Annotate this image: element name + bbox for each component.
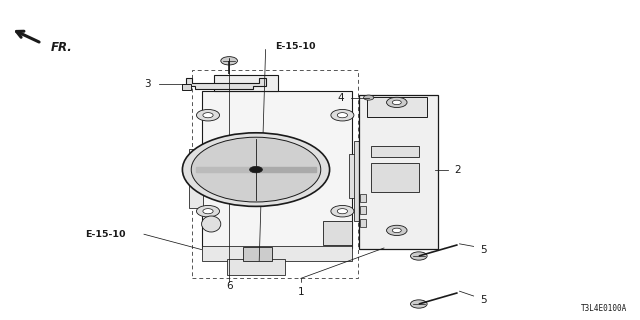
Text: 5: 5 (480, 245, 486, 255)
Text: 5: 5 (480, 295, 486, 305)
Circle shape (410, 252, 427, 260)
FancyBboxPatch shape (323, 221, 352, 245)
Polygon shape (256, 167, 316, 172)
Circle shape (410, 300, 427, 308)
FancyBboxPatch shape (371, 146, 419, 157)
Text: FR.: FR. (51, 41, 73, 53)
FancyBboxPatch shape (243, 247, 272, 261)
Circle shape (337, 209, 348, 214)
Circle shape (196, 109, 220, 121)
Circle shape (250, 166, 262, 173)
FancyBboxPatch shape (214, 75, 278, 91)
FancyBboxPatch shape (202, 246, 352, 261)
Text: 6: 6 (226, 281, 232, 292)
Circle shape (191, 137, 321, 202)
FancyBboxPatch shape (360, 206, 366, 214)
Circle shape (392, 228, 401, 233)
Text: E-15-10: E-15-10 (275, 42, 316, 51)
Text: 2: 2 (454, 164, 461, 175)
Circle shape (364, 95, 374, 100)
FancyBboxPatch shape (360, 219, 366, 227)
Circle shape (331, 205, 354, 217)
Text: 1: 1 (298, 287, 304, 297)
Circle shape (182, 133, 330, 206)
Text: 3: 3 (144, 79, 150, 89)
FancyBboxPatch shape (189, 149, 203, 208)
Circle shape (221, 57, 237, 65)
FancyBboxPatch shape (349, 154, 360, 198)
Polygon shape (196, 167, 256, 172)
Circle shape (387, 225, 407, 236)
FancyBboxPatch shape (227, 259, 285, 275)
Ellipse shape (202, 216, 221, 232)
Text: T3L4E0100A: T3L4E0100A (581, 304, 627, 313)
Bar (192, 70, 358, 278)
FancyBboxPatch shape (354, 141, 380, 221)
FancyBboxPatch shape (360, 194, 366, 202)
Circle shape (196, 205, 220, 217)
FancyBboxPatch shape (202, 91, 352, 248)
FancyBboxPatch shape (371, 163, 419, 192)
Circle shape (387, 97, 407, 108)
FancyBboxPatch shape (367, 97, 427, 117)
Circle shape (392, 100, 401, 105)
Polygon shape (186, 78, 266, 89)
Text: 4: 4 (338, 92, 344, 103)
FancyBboxPatch shape (359, 95, 438, 249)
Polygon shape (182, 84, 191, 90)
Circle shape (337, 113, 348, 118)
Circle shape (203, 209, 213, 214)
Text: E-15-10: E-15-10 (85, 230, 126, 239)
Circle shape (203, 113, 213, 118)
Circle shape (331, 109, 354, 121)
